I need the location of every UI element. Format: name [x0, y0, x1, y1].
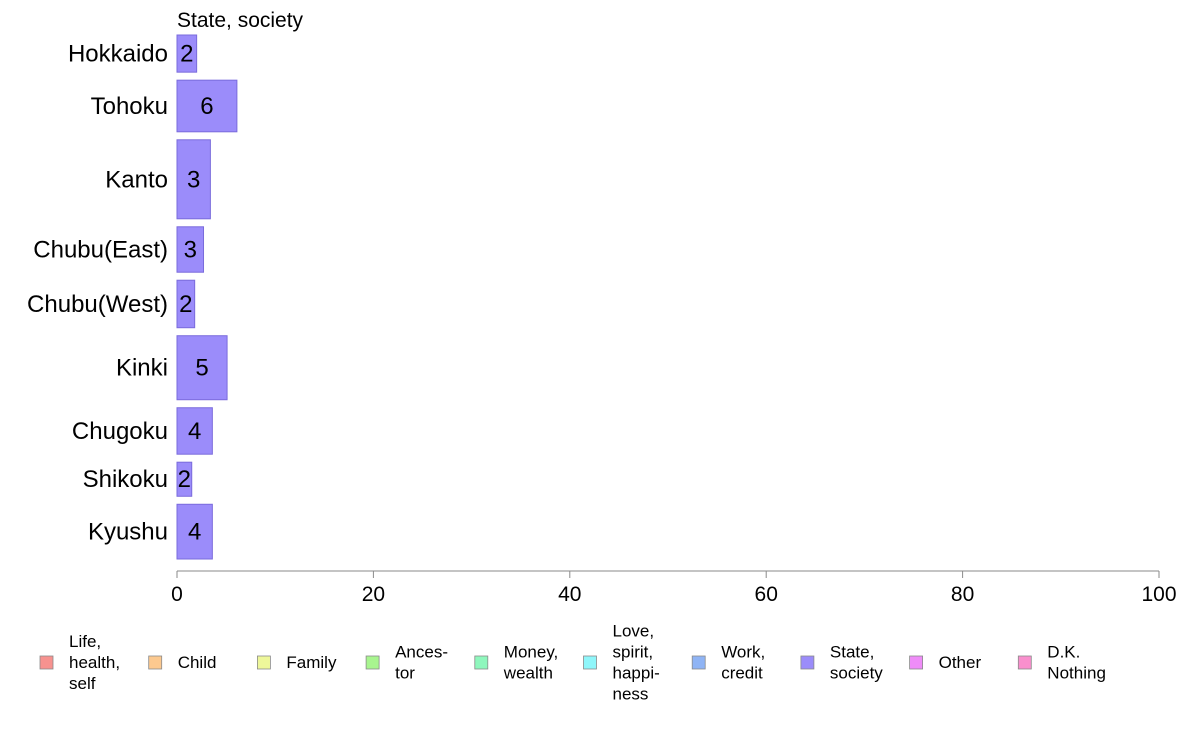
legend-label: Ances- [395, 643, 448, 662]
legend-label: self [69, 674, 96, 693]
legend-label: Family [286, 653, 337, 672]
bar-chubu-east [176, 226, 205, 273]
legend-swatch [1017, 655, 1032, 670]
legend-label: ness [613, 685, 649, 704]
legend-label: Work, [721, 643, 765, 662]
legend-item: Family [256, 653, 337, 672]
legend-item: Child [148, 653, 217, 672]
legend-label: tor [395, 664, 415, 683]
category-label: Chubu(West) [27, 291, 168, 318]
legend-item: D.K. Nothing [1017, 643, 1106, 683]
legend: Life, health, self Child Family Ances-tor Mone… [39, 622, 1106, 704]
legend-label: spirit, [613, 643, 654, 662]
legend-item: Money, wealth [474, 643, 559, 683]
bar-value-label: 2 [178, 466, 191, 493]
legend-item: Love, spirit, happi-ness [583, 622, 660, 704]
category-label: Tohoku [91, 93, 168, 120]
x-tick-label: 20 [362, 583, 385, 606]
legend-label: Other [939, 653, 982, 672]
legend-label: Love, [613, 622, 655, 641]
legend-swatch [909, 655, 923, 670]
bar-kinki [176, 335, 228, 401]
legend-label: Money, [504, 643, 559, 662]
legend-label: society [830, 664, 883, 683]
x-tick-label: 0 [171, 583, 183, 606]
x-tick-label: 60 [755, 583, 778, 606]
legend-label: health, [69, 653, 120, 672]
legend-swatch [691, 655, 706, 670]
legend-label: credit [721, 664, 763, 683]
legend-label: Nothing [1047, 664, 1106, 683]
x-tick-label: 100 [1141, 583, 1176, 606]
category-label: Kinki [116, 355, 168, 382]
bars: Hokkaido 2 Tohoku 6 Kanto 3 Chubu(East) 3 Chubu(… [27, 34, 238, 560]
bar-value-label: 5 [195, 355, 208, 382]
category-label: Kanto [105, 166, 168, 193]
legend-label: happi- [613, 664, 660, 683]
legend-item: State, society [800, 643, 883, 683]
bar-value-label: 2 [179, 291, 192, 318]
bar-value-label: 6 [200, 93, 213, 120]
legend-label: wealth [503, 664, 553, 683]
legend-swatch [365, 655, 380, 670]
bar-shikoku [176, 461, 193, 497]
x-tick-label: 80 [951, 583, 974, 606]
legend-swatch [583, 655, 597, 670]
legend-swatch [39, 655, 54, 670]
legend-item: Life, health, self [39, 632, 120, 693]
legend-swatch [474, 655, 489, 670]
category-label: Chugoku [72, 418, 168, 445]
bar-value-label: 3 [184, 237, 197, 264]
category-label: Hokkaido [68, 41, 168, 68]
bar-value-label: 4 [188, 418, 201, 445]
bar-value-label: 2 [180, 41, 193, 68]
legend-swatch [148, 655, 163, 670]
x-axis: 0 20 40 60 80 100 [171, 570, 1177, 606]
legend-swatch [256, 655, 271, 670]
category-label: Shikoku [83, 466, 168, 493]
chart-title: State, society [177, 9, 304, 32]
bar-hokkaido [176, 34, 198, 73]
legend-item: Work, credit [691, 643, 765, 683]
bar-value-label: 3 [187, 166, 200, 193]
legend-item: Other [909, 653, 982, 672]
legend-label: Life, [69, 632, 101, 651]
bar-kyushu [176, 503, 213, 560]
legend-label: Child [178, 653, 217, 672]
bar-value-label: 4 [188, 519, 201, 546]
bar-tohoku [176, 79, 238, 133]
legend-swatch [800, 655, 815, 670]
legend-item: Ances-tor [365, 643, 448, 683]
bar-chubu-west [176, 279, 196, 329]
category-label: Kyushu [88, 519, 168, 546]
category-label: Chubu(East) [33, 237, 168, 264]
x-tick-label: 40 [558, 583, 581, 606]
legend-label: State, [830, 643, 874, 662]
legend-label: D.K. [1047, 643, 1080, 662]
bar-chugoku [176, 407, 213, 455]
bar-kanto [176, 139, 211, 220]
